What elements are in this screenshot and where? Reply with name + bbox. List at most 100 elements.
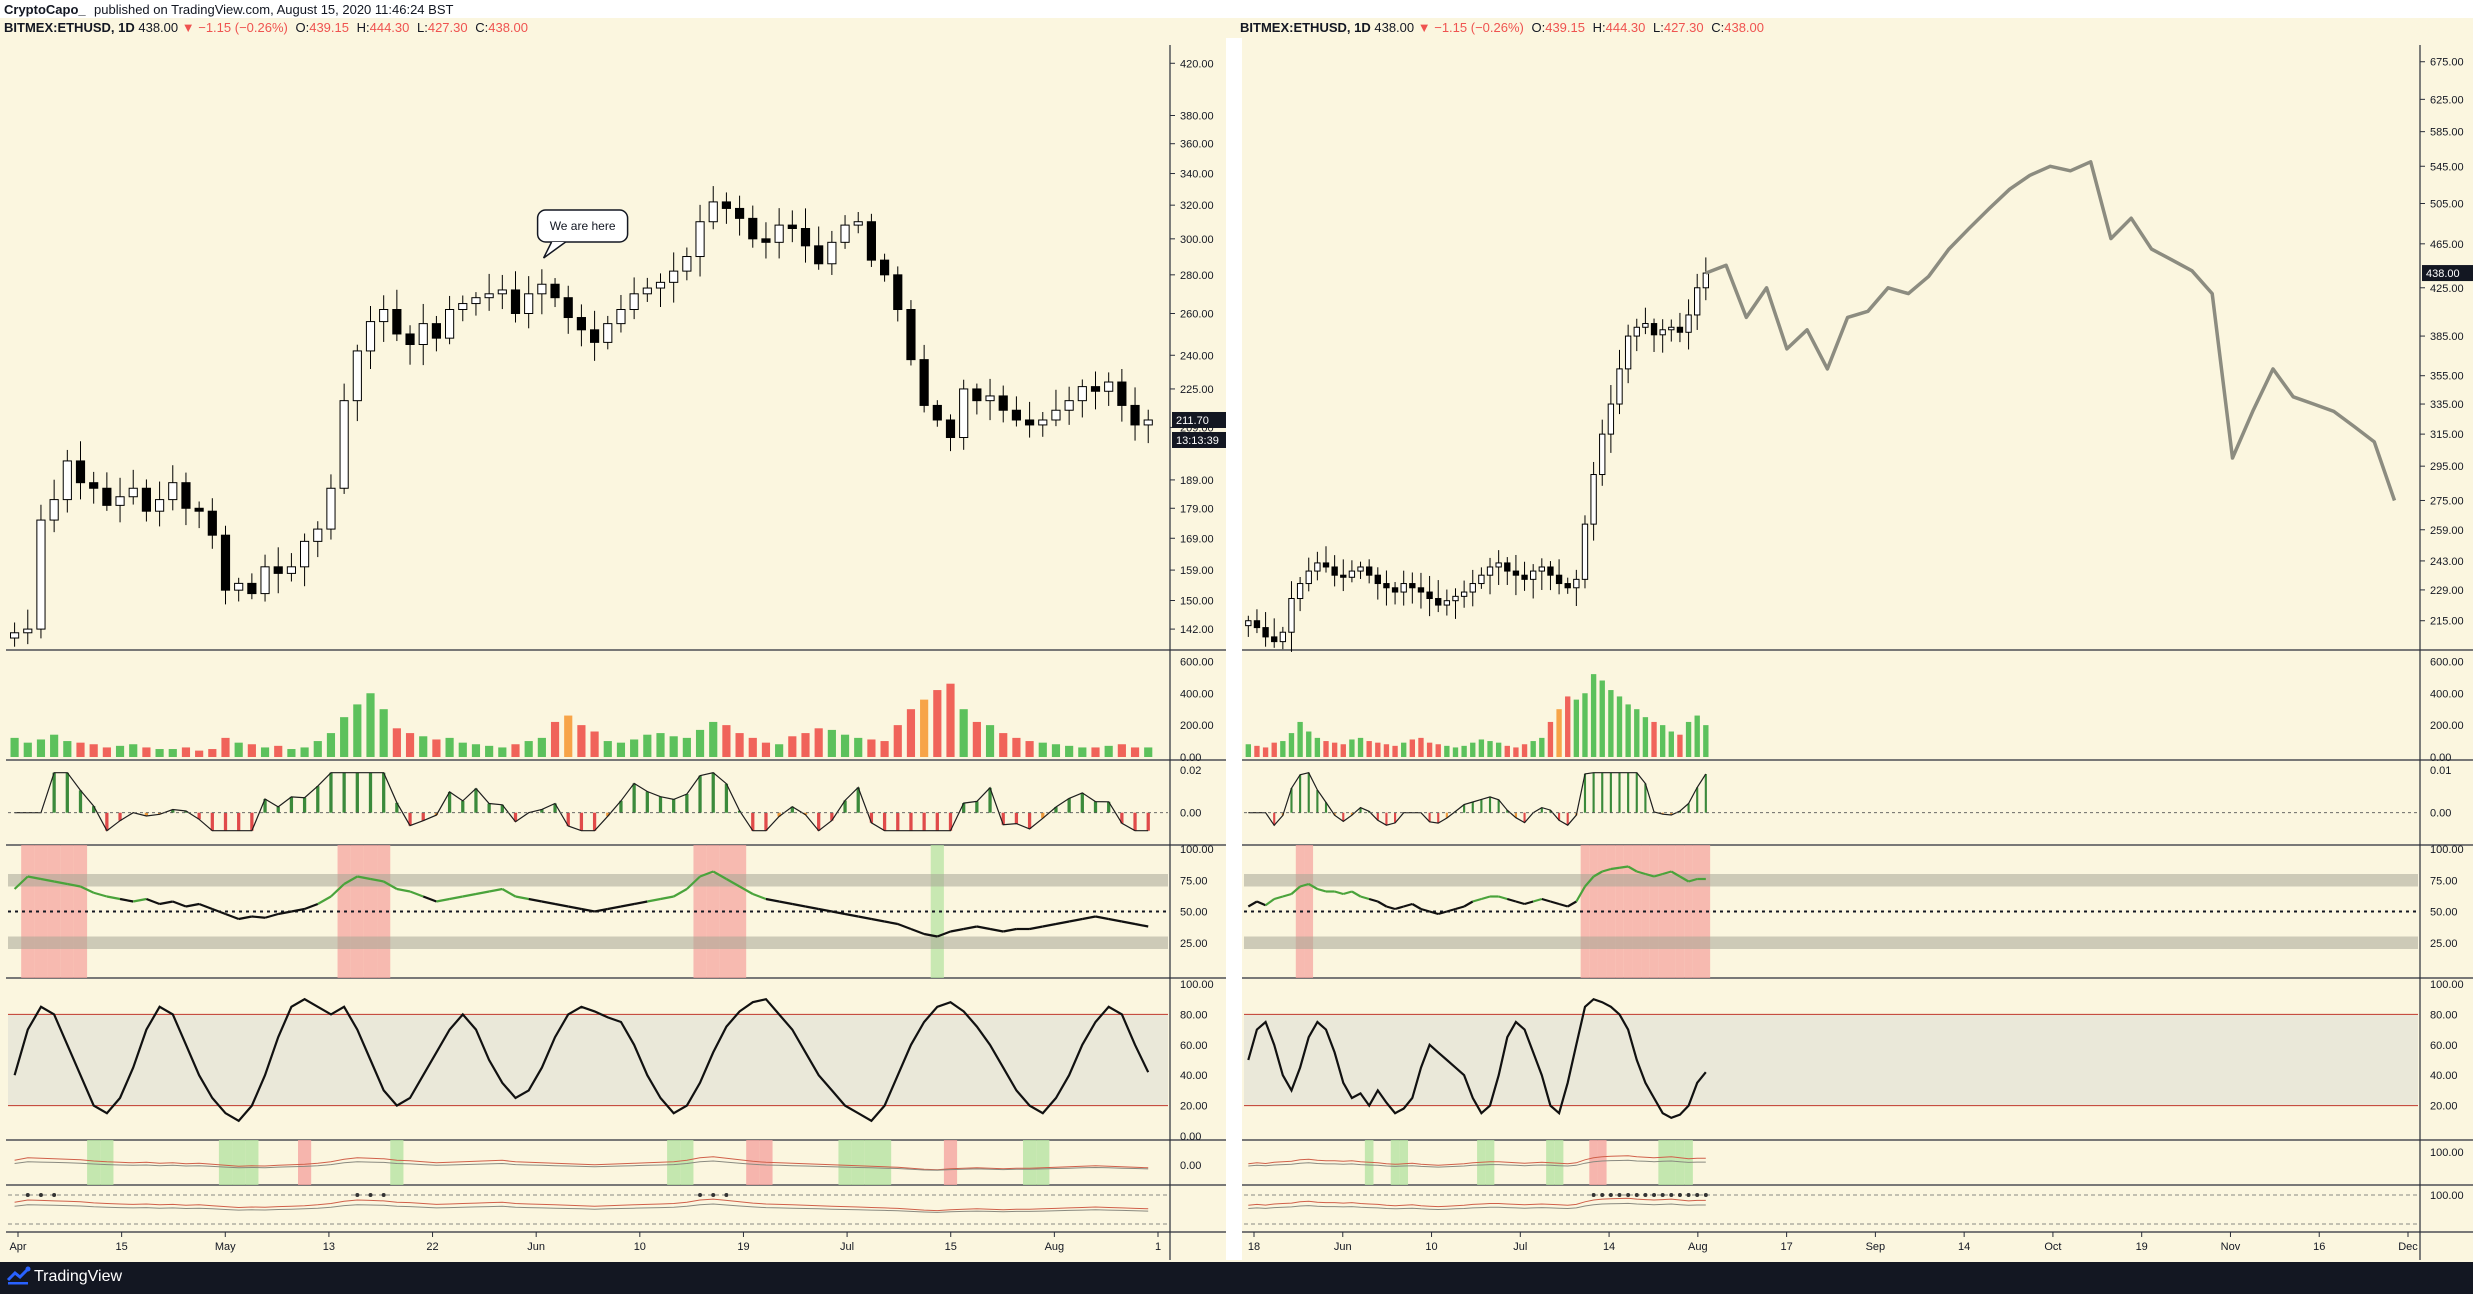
- volume-bar: [115, 745, 125, 757]
- candle-body: [1253, 620, 1261, 629]
- rsi-line-segment: [172, 900, 187, 908]
- candle-body: [748, 217, 758, 240]
- rsi-overbought-zone: [1701, 845, 1711, 978]
- candle-body: [484, 293, 494, 299]
- volume-bar: [1625, 704, 1631, 757]
- current-price-label: 13:13:39: [1176, 435, 1219, 447]
- candle-body: [128, 487, 138, 498]
- volume-bar: [946, 683, 955, 757]
- candle-body: [880, 259, 890, 276]
- rsi-line-segment: [541, 900, 556, 906]
- candle-body: [524, 293, 534, 315]
- rsi-line-segment: [370, 877, 384, 883]
- rsi-overbought-zone: [1615, 845, 1624, 978]
- rsi-line-segment: [53, 880, 68, 886]
- price-tick-label: 159.00: [1180, 565, 1214, 577]
- time-tick-label: Jul: [840, 1241, 854, 1253]
- candle-body: [985, 395, 995, 402]
- volume-bar: [537, 737, 546, 757]
- candle-body: [1409, 583, 1416, 589]
- rsi-line-segment: [1481, 895, 1491, 901]
- rsi-line-segment: [67, 882, 81, 888]
- volume-bar: [1470, 742, 1476, 757]
- candle-body: [1383, 583, 1390, 589]
- rsi-line-segment: [93, 891, 108, 898]
- osc2-fast-line: [14, 1198, 1149, 1212]
- author-name[interactable]: CryptoCapo_: [4, 2, 86, 17]
- time-tick-label: 13: [323, 1241, 335, 1253]
- osc-signal-zone: [1666, 1140, 1676, 1185]
- volume-bar: [1599, 680, 1605, 757]
- rsi-line-segment: [27, 875, 42, 881]
- candle-body: [286, 566, 296, 574]
- rsi-line-segment: [818, 907, 833, 913]
- tradingview-logo-icon[interactable]: [6, 1265, 32, 1287]
- rsi-line-segment: [13, 875, 29, 890]
- volume-bar: [999, 733, 1008, 757]
- candle-body: [1117, 381, 1127, 406]
- volume-bar: [432, 739, 441, 757]
- volume-bar: [392, 728, 401, 757]
- volume-bar: [827, 729, 836, 757]
- stoch-tick-label: 40.00: [1180, 1070, 1208, 1082]
- rsi-line-segment: [633, 900, 648, 906]
- macd-tick-label: 0.00: [2430, 808, 2451, 820]
- rsi-overbought-zone: [1580, 845, 1590, 978]
- candle-body: [1314, 562, 1321, 572]
- rsi-line-segment: [488, 887, 503, 893]
- volume-bar: [234, 742, 243, 757]
- volume-tick-label: 0.00: [1180, 752, 1201, 764]
- time-tick-label: Aug: [1045, 1241, 1065, 1253]
- time-tick-label: Jul: [1513, 1241, 1527, 1253]
- rsi-line-segment: [528, 897, 543, 903]
- osc-signal-zone: [1390, 1140, 1400, 1185]
- rsi-line-segment: [1558, 902, 1569, 908]
- candle-body: [1633, 326, 1640, 337]
- osc-signal-zone: [1675, 1140, 1685, 1185]
- rsi-line-segment: [1121, 920, 1136, 926]
- stoch-tick-label: 20.00: [2430, 1101, 2458, 1113]
- volume-bar: [1582, 693, 1588, 757]
- macd-tick-label: 0.00: [1180, 808, 1201, 820]
- volume-bar: [1130, 747, 1140, 757]
- volume-bar: [1306, 731, 1312, 757]
- chart-canvas[interactable]: 420.00 380.00 360.00 340.00 320.00 300.00 280.…: [0, 0, 2473, 1262]
- symbol-label[interactable]: BITMEX:ETHUSD, 1D: [1240, 20, 1371, 35]
- osc-signal-zone: [245, 1140, 259, 1185]
- osc2-marker: [1703, 1193, 1708, 1197]
- volume-bar: [972, 721, 981, 757]
- rsi-line-segment: [225, 912, 240, 921]
- volume-bar: [590, 731, 599, 757]
- rsi-line-segment: [1042, 922, 1057, 928]
- candle-body: [1064, 400, 1074, 411]
- volume-bar: [366, 693, 375, 757]
- volume-tick-label: 0.00: [2430, 752, 2451, 764]
- candle-body: [155, 499, 165, 512]
- candle-body: [1624, 335, 1632, 370]
- osc2-marker: [1660, 1193, 1665, 1197]
- candle-body: [510, 289, 521, 315]
- volume-bar: [1539, 737, 1545, 757]
- rsi-line-segment: [396, 887, 411, 893]
- rsi-line-segment: [1134, 922, 1149, 928]
- volume-bar: [102, 747, 111, 757]
- annotation-bubble: [536, 209, 629, 243]
- candle-body: [919, 359, 929, 406]
- time-tick-label: Nov: [2221, 1241, 2241, 1253]
- volume-bar: [630, 739, 639, 757]
- candle-body: [893, 274, 903, 311]
- volume-bar: [1392, 745, 1398, 757]
- rsi-line-segment: [1627, 865, 1638, 873]
- volume-bar: [603, 741, 612, 757]
- volume-bar: [920, 699, 929, 757]
- volume-bar: [405, 733, 415, 757]
- symbol-label[interactable]: BITMEX:ETHUSD, 1D: [4, 20, 135, 35]
- candle-body: [300, 540, 310, 568]
- volume-bar: [775, 744, 784, 757]
- time-tick-label: 18: [1248, 1241, 1260, 1253]
- tradingview-brand[interactable]: TradingView: [34, 1268, 123, 1285]
- price-tick-label: 340.00: [1180, 169, 1214, 181]
- candle-body: [1262, 627, 1269, 638]
- rsi-line-segment: [1446, 907, 1456, 913]
- candle-body: [787, 224, 797, 230]
